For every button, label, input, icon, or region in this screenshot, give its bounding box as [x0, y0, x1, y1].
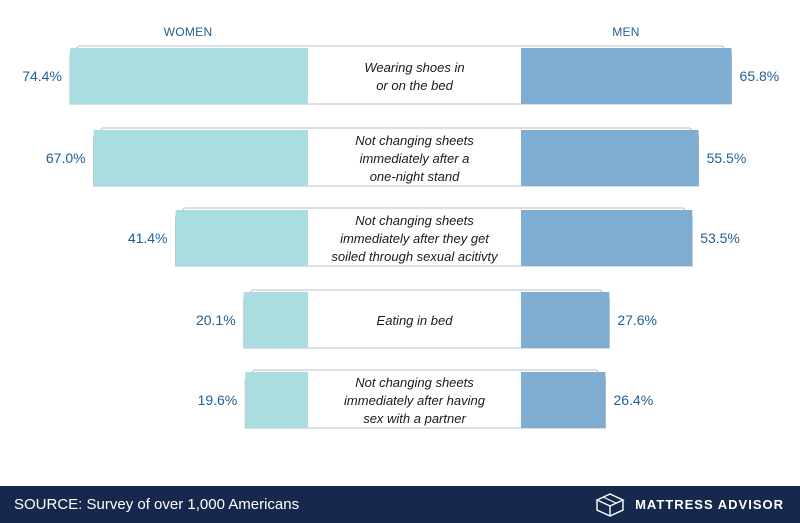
men-header: MEN — [612, 25, 640, 39]
category-label-line: Not changing sheets — [355, 375, 474, 390]
category-label: Not changing sheets immediately after hav… — [344, 375, 486, 426]
women-value-label: 20.1% — [196, 312, 236, 328]
women-bar — [245, 372, 308, 428]
chart: WOMEN MEN 74.4% 65.8% Wearing shoes in or o… — [22, 25, 780, 429]
category-label-line: or on the bed — [376, 78, 453, 93]
category-label: Eating in bed — [377, 313, 454, 328]
footer: SOURCE: Survey of over 1,000 Americans M… — [0, 486, 800, 523]
category-label-line: one-night stand — [370, 169, 460, 184]
category-label: Wearing shoes in or on the bed — [364, 60, 464, 93]
category-label-line: immediately after a — [360, 151, 470, 166]
category-label-line: immediately after they get — [340, 231, 490, 246]
category-label-line: Eating in bed — [377, 313, 454, 328]
chart-row: 74.4% 65.8% Wearing shoes in or on the bed — [22, 45, 780, 105]
chart-row: 20.1% 27.6% Eating in bed — [196, 289, 657, 349]
bed-icon — [595, 492, 625, 517]
men-bar — [521, 130, 699, 186]
source-note: SOURCE: Survey of over 1,000 Americans — [14, 496, 300, 513]
men-bar — [521, 48, 732, 104]
category-label-line: soiled through sexual acitivty — [331, 249, 499, 264]
women-value-label: 67.0% — [46, 150, 86, 166]
men-value-label: 26.4% — [613, 392, 653, 408]
category-label-line: Wearing shoes in — [364, 60, 464, 75]
men-bar — [521, 210, 693, 266]
category-label: Not changing sheets immediately after the… — [331, 213, 499, 264]
men-bar — [521, 292, 610, 348]
category-label-line: sex with a partner — [363, 411, 466, 426]
men-value-label: 27.6% — [617, 312, 657, 328]
chart-row: 19.6% 26.4% Not changing sheets immediately… — [198, 369, 653, 429]
men-value-label: 65.8% — [740, 68, 780, 84]
men-value-label: 53.5% — [700, 230, 740, 246]
women-value-label: 74.4% — [22, 68, 62, 84]
women-bar — [93, 130, 308, 186]
men-value-label: 55.5% — [707, 150, 747, 166]
category-label-line: Not changing sheets — [355, 213, 474, 228]
chart-row: 41.4% 53.5% Not changing sheets immediately… — [128, 207, 740, 267]
women-value-label: 41.4% — [128, 230, 168, 246]
women-header: WOMEN — [164, 25, 213, 39]
women-value-label: 19.6% — [198, 392, 238, 408]
men-bar — [521, 372, 606, 428]
chart-row: 67.0% 55.5% Not changing sheets immediately… — [46, 127, 747, 187]
women-bar — [69, 48, 308, 104]
category-label-line: Not changing sheets — [355, 133, 474, 148]
brand-logo: MATTRESS ADVISOR — [593, 486, 784, 523]
women-bar — [175, 210, 308, 266]
category-label-line: immediately after having — [344, 393, 486, 408]
category-label: Not changing sheets immediately after a on… — [355, 133, 474, 184]
brand-name: MATTRESS ADVISOR — [635, 497, 784, 512]
women-bar — [243, 292, 308, 348]
